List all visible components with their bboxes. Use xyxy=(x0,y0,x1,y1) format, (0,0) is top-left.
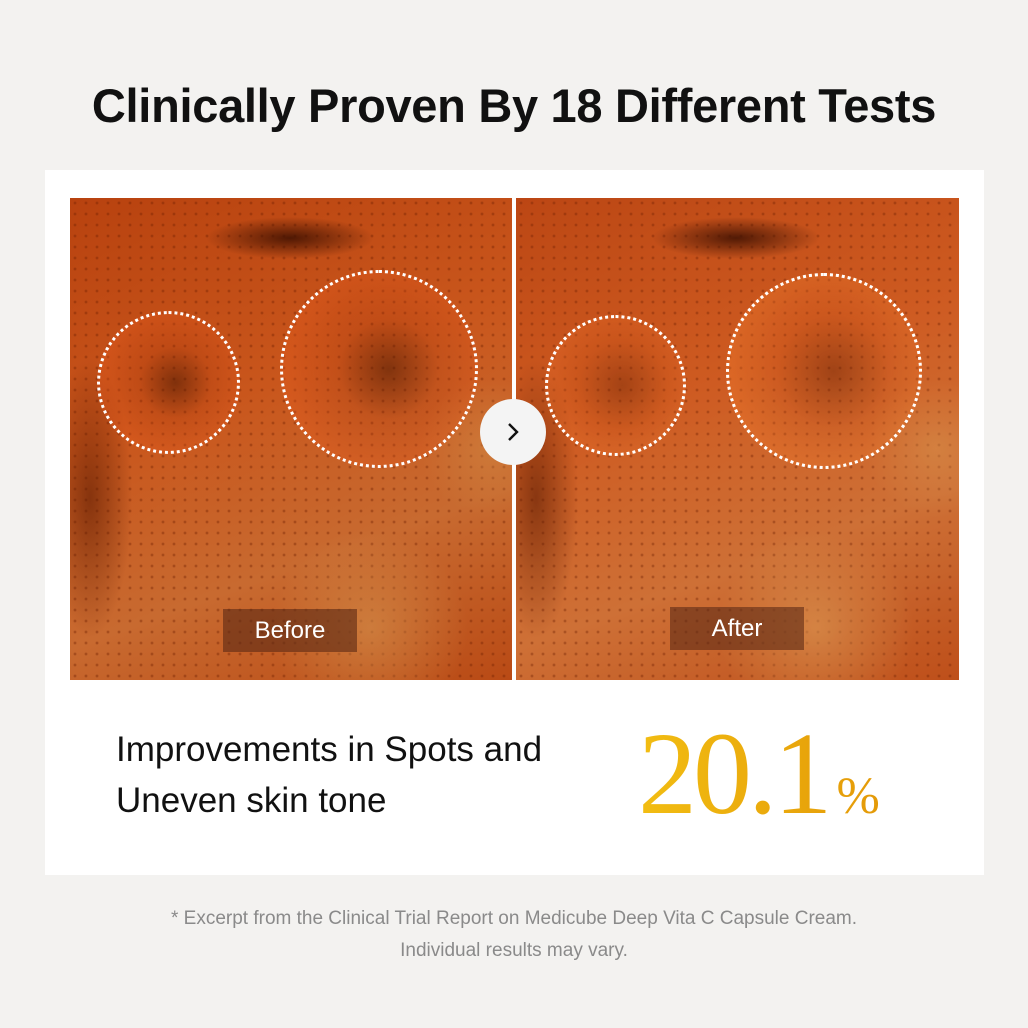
after-photo: After xyxy=(516,198,959,680)
highlight-circle xyxy=(280,270,478,468)
chevron-right-icon xyxy=(508,423,519,441)
footnote-line-2: Individual results may vary. xyxy=(400,940,628,961)
highlight-circle xyxy=(545,315,686,456)
before-photo: Before xyxy=(70,198,513,680)
claim-text: Improvements in Spots and Uneven skin to… xyxy=(116,724,542,826)
next-button[interactable] xyxy=(480,399,546,465)
stat-value: 20.1 xyxy=(638,708,829,839)
highlight-circle xyxy=(726,273,922,469)
stat-unit: % xyxy=(836,768,880,825)
page-title: Clinically Proven By 18 Different Tests xyxy=(91,79,937,132)
footnote-line-1: * Excerpt from the Clinical Trial Report… xyxy=(170,908,858,929)
footnote: * Excerpt from the Clinical Trial Report… xyxy=(0,903,1028,967)
improvement-stat: 20.1% xyxy=(638,706,880,842)
after-label: After xyxy=(670,607,804,650)
claim-line-2: Uneven skin tone xyxy=(116,781,387,820)
claim-line-1: Improvements in Spots and xyxy=(116,730,543,769)
highlight-circle xyxy=(97,311,240,454)
before-label: Before xyxy=(223,609,357,652)
